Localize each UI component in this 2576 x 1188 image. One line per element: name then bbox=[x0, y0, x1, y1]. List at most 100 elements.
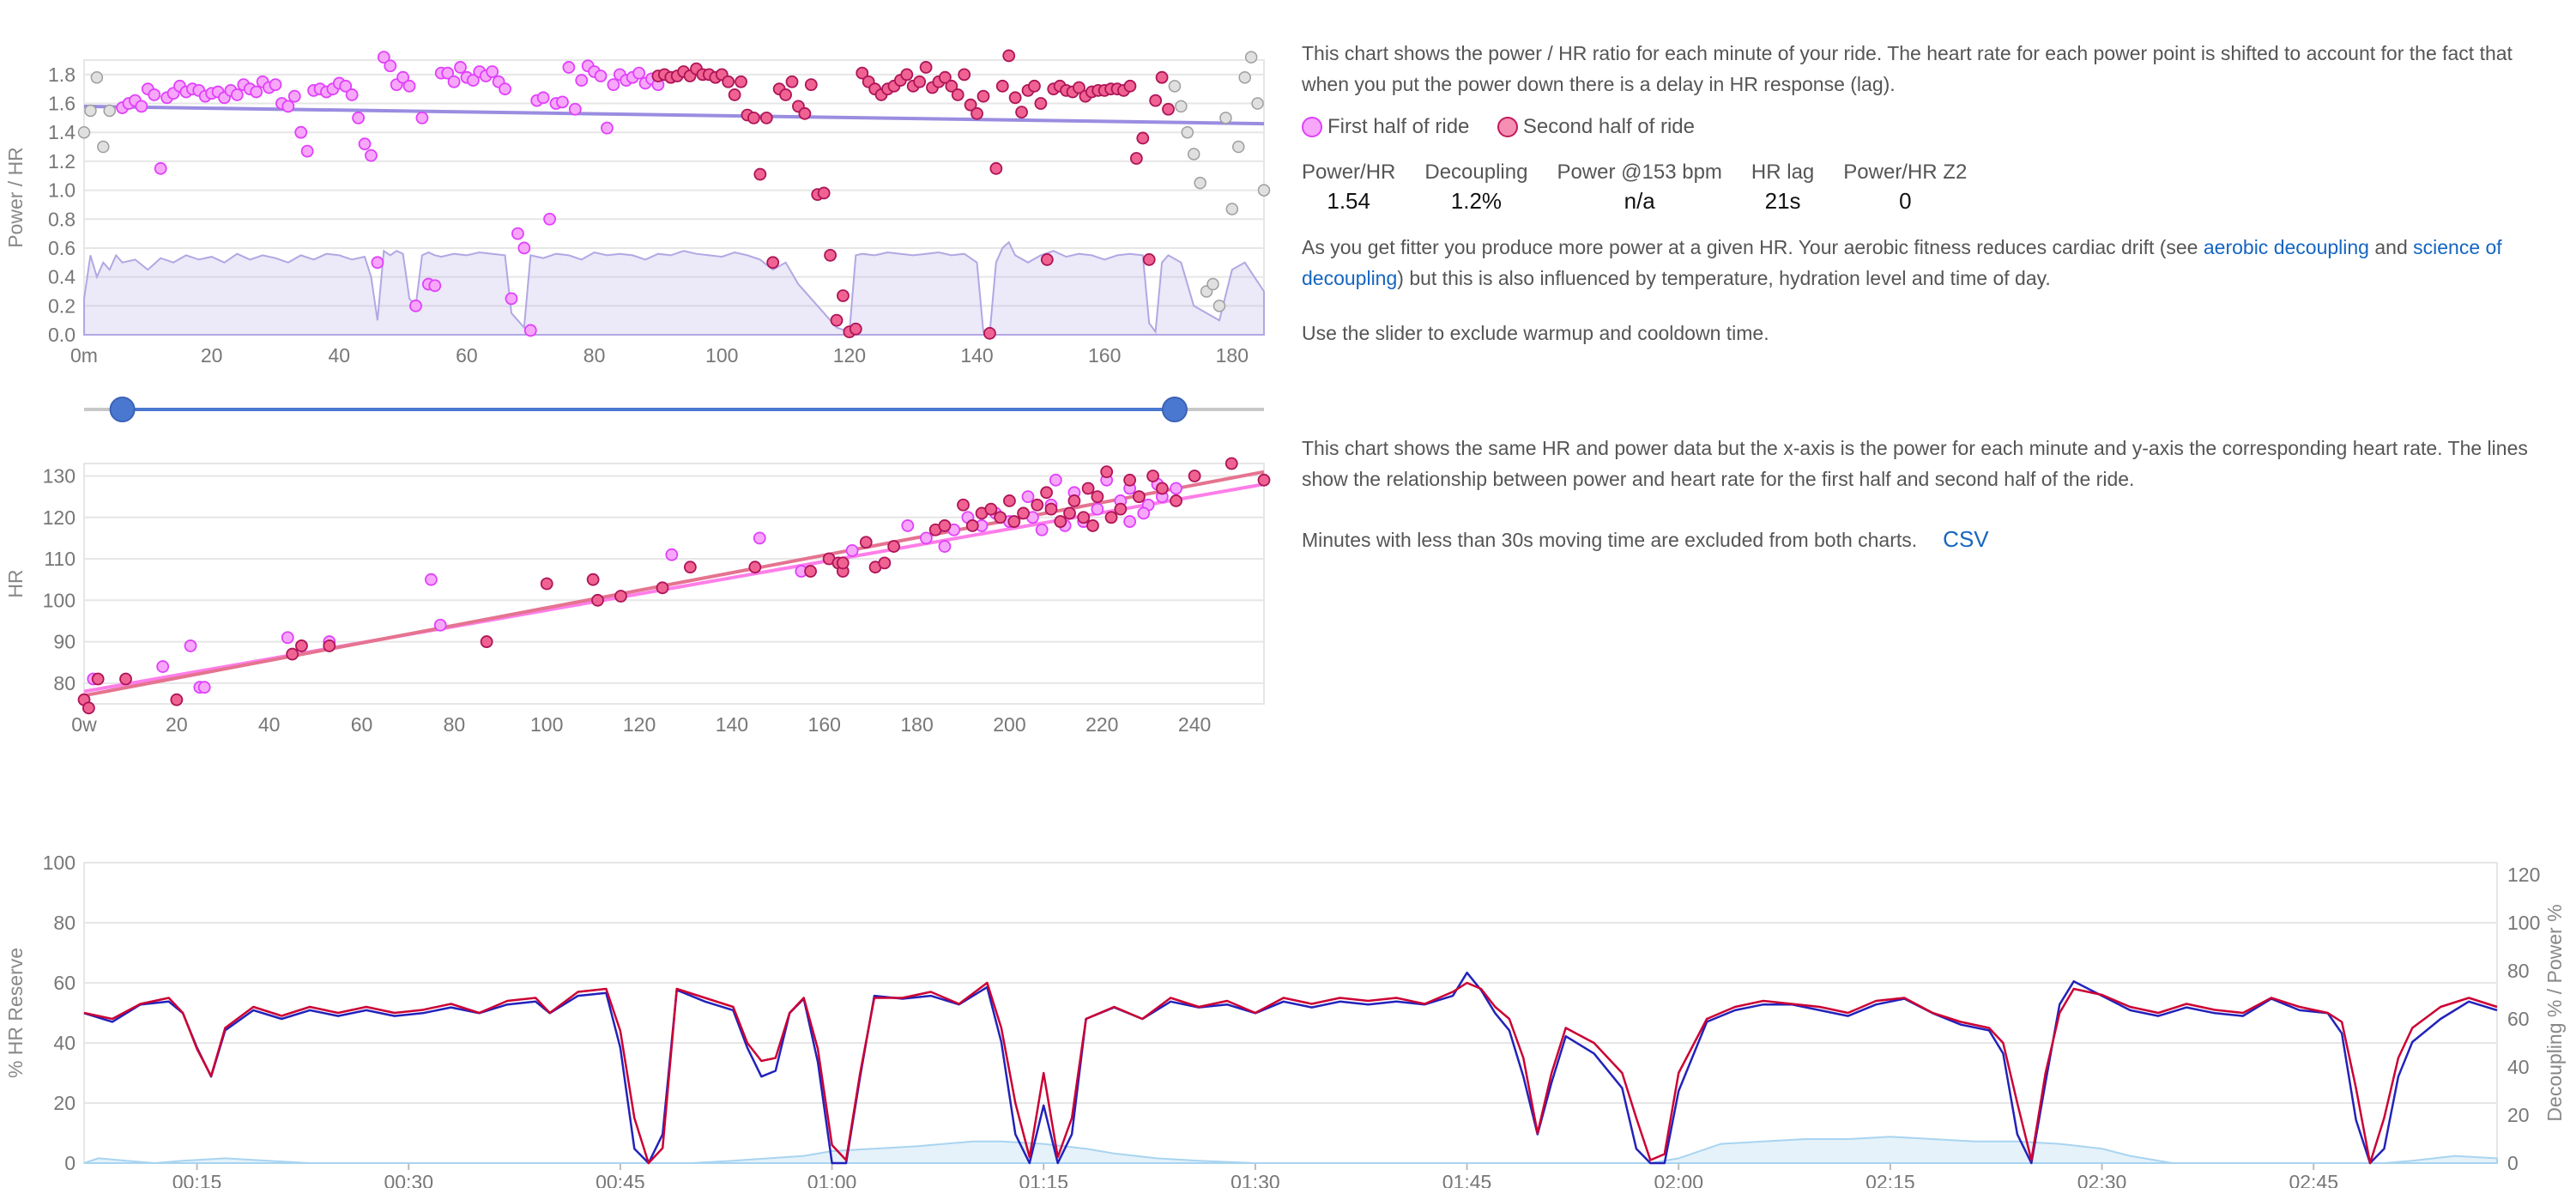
description-fitness: As you get fitter you produce more power… bbox=[1302, 232, 2563, 294]
first-half-point bbox=[300, 144, 314, 158]
hr-reserve-chart: 0 20 40 60 80 100 0 20 40 60 80 100 120 00:15 00:30 00:… bbox=[4, 852, 2566, 1188]
csv-download-link[interactable]: CSV bbox=[1943, 526, 1989, 552]
y2-tick-label: 40 bbox=[2507, 1056, 2530, 1078]
second-half-point bbox=[1031, 498, 1044, 512]
second-half-point bbox=[728, 88, 741, 101]
legend-first-marker bbox=[1302, 117, 1322, 137]
second-half-point bbox=[1034, 97, 1048, 110]
first-half-point bbox=[517, 241, 531, 255]
second-half-point bbox=[1008, 91, 1022, 105]
first-half-point bbox=[281, 100, 295, 113]
second-half-point bbox=[766, 256, 780, 270]
first-half-point bbox=[556, 95, 569, 109]
second-half-point bbox=[1040, 253, 1054, 266]
excluded-point bbox=[1251, 97, 1264, 110]
excluded-point bbox=[1257, 184, 1271, 197]
first-half-point bbox=[345, 88, 359, 101]
science-of-decoupling-link[interactable]: science of decoupling bbox=[1302, 236, 2502, 289]
time-range-slider[interactable] bbox=[0, 391, 1279, 433]
stats-row: Power/HR 1.54 Decoupling 1.2% Power @153 b… bbox=[1302, 161, 2563, 215]
second-half-point bbox=[1054, 515, 1067, 528]
x-tick-label: 00:45 bbox=[596, 1171, 645, 1188]
y-tick-label: 0 bbox=[64, 1152, 76, 1174]
y-tick-label: 60 bbox=[53, 972, 76, 994]
first-half-point bbox=[358, 137, 372, 151]
stat-power-hr: Power/HR 1.54 bbox=[1302, 161, 1395, 215]
second-half-point bbox=[984, 502, 998, 516]
legend-second-half[interactable]: Second half of ride bbox=[1497, 115, 1695, 139]
stat-label: HR lag bbox=[1751, 161, 1815, 184]
power-hr-chart: 0.0 0.2 0.4 0.6 0.8 1.0 1.2 1.4 1.6 1.8 0m 20 40 60 80… bbox=[4, 49, 1271, 367]
first-half-point bbox=[1137, 506, 1151, 520]
x-tick-label: 140 bbox=[716, 713, 748, 736]
first-half-point bbox=[371, 256, 384, 270]
first-half-point bbox=[156, 660, 170, 673]
x-tick-label: 220 bbox=[1085, 713, 1118, 736]
second-half-point bbox=[683, 561, 697, 574]
x-tick-label: 01:30 bbox=[1231, 1171, 1280, 1188]
second-half-point bbox=[1017, 506, 1031, 520]
y-axis-label: % HR Reserve bbox=[4, 948, 27, 1078]
text: Minutes with less than 30s moving time a… bbox=[1302, 529, 1918, 551]
second-half-point bbox=[837, 289, 850, 302]
second-half-point bbox=[1123, 473, 1137, 487]
y-tick-label: 80 bbox=[53, 912, 76, 934]
x-tick-label: 60 bbox=[351, 713, 373, 736]
x-tick-label: 0m bbox=[70, 344, 98, 367]
x-tick-label: 02:15 bbox=[1865, 1171, 1915, 1188]
excluded-point bbox=[1168, 80, 1182, 93]
second-half-point bbox=[1091, 490, 1104, 504]
y-tick-label: 1.2 bbox=[48, 150, 76, 173]
stat-value: 0 bbox=[1899, 188, 1912, 214]
second-half-point bbox=[1155, 482, 1169, 495]
second-half-point bbox=[1225, 457, 1238, 470]
power-vs-hr-chart: 80 90 100 110 120 130 0w 20 40 60 80 100 120 140 160 18… bbox=[4, 457, 1271, 736]
excluded-point bbox=[1212, 300, 1226, 312]
y-tick-label: 80 bbox=[53, 672, 76, 694]
slider-handle[interactable] bbox=[1161, 397, 1188, 422]
legend-first-label: First half of ride bbox=[1327, 115, 1470, 138]
y-tick-label: 90 bbox=[53, 631, 76, 653]
x-tick-label: 180 bbox=[1216, 344, 1249, 367]
slider-handle[interactable] bbox=[109, 397, 136, 422]
first-half-point bbox=[454, 61, 467, 74]
first-half-point bbox=[499, 82, 511, 96]
first-half-point bbox=[632, 66, 646, 80]
x-tick-label: 40 bbox=[329, 344, 351, 367]
first-half-point bbox=[402, 79, 416, 93]
first-half-point bbox=[536, 91, 550, 105]
plot-frame bbox=[83, 862, 2498, 1164]
second-half-point bbox=[824, 248, 837, 262]
excluded-point bbox=[1206, 277, 1219, 291]
first-half-point bbox=[568, 102, 582, 116]
first-half-point bbox=[919, 531, 933, 545]
second-half-point bbox=[1146, 470, 1159, 482]
first-half-point bbox=[184, 639, 197, 652]
second-half-point bbox=[938, 519, 952, 532]
stat-power-hr-z2: Power/HR Z2 0 bbox=[1843, 161, 1967, 215]
excluded-point bbox=[1194, 176, 1206, 190]
legend-first-half[interactable]: First half of ride bbox=[1302, 115, 1469, 139]
second-half-point bbox=[91, 672, 105, 686]
x-tick-label: 20 bbox=[201, 344, 223, 367]
x-tick-label: 0w bbox=[71, 713, 97, 736]
text: and bbox=[2368, 236, 2414, 258]
y-tick-label: 130 bbox=[43, 464, 76, 487]
second-half-point bbox=[951, 88, 964, 101]
second-half-point bbox=[286, 647, 299, 661]
y-tick-label: 1.6 bbox=[48, 93, 76, 115]
second-half-point bbox=[586, 573, 600, 586]
y-tick-label: 100 bbox=[43, 589, 76, 611]
aerobic-decoupling-link[interactable]: aerobic decoupling bbox=[2203, 236, 2369, 258]
y2-tick-label: 120 bbox=[2507, 864, 2540, 886]
first-half-point bbox=[409, 299, 422, 312]
second-half-point bbox=[1028, 79, 1041, 93]
second-half-point bbox=[964, 98, 977, 112]
x-tick-label: 01:00 bbox=[807, 1171, 857, 1188]
excluded-point bbox=[84, 104, 97, 118]
second-half-point bbox=[1170, 494, 1182, 507]
y-tick-label: 100 bbox=[43, 852, 76, 874]
second-half-point bbox=[965, 519, 979, 532]
x-tick-label: 60 bbox=[456, 344, 478, 367]
excluded-point bbox=[1187, 148, 1200, 161]
